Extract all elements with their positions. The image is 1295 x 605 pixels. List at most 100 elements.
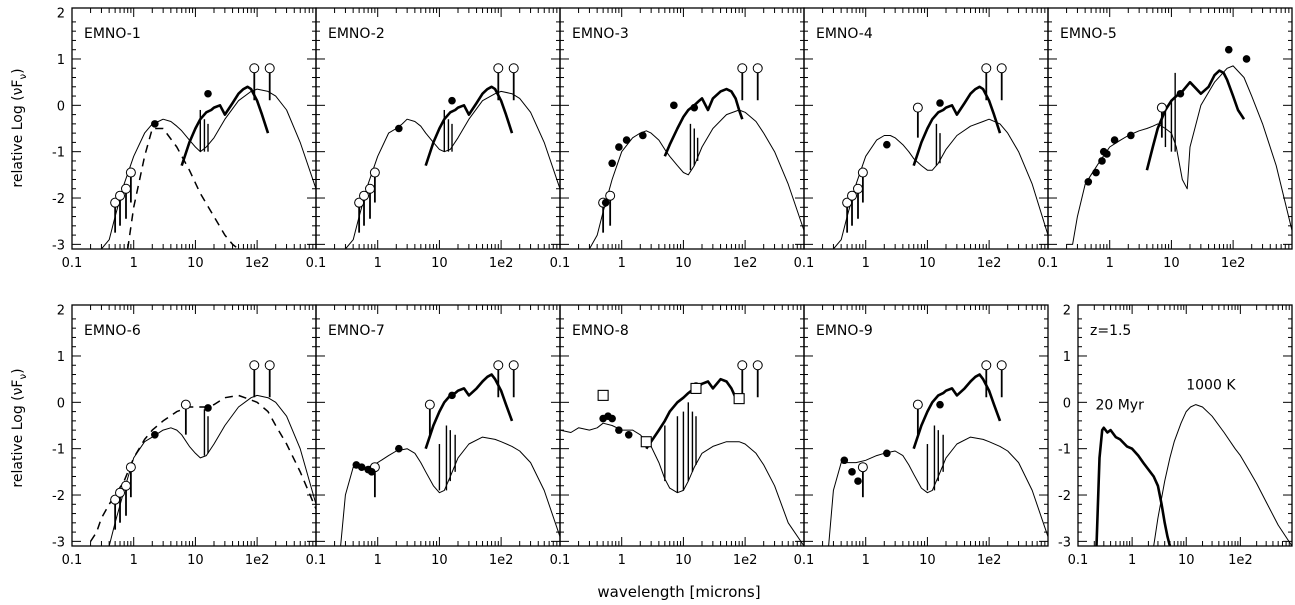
- open-circle-point: [852, 183, 863, 194]
- x-tick-label: 1: [862, 553, 870, 568]
- x-tick-label: 1: [862, 256, 870, 271]
- sed-curve-thick: [1095, 426, 1172, 546]
- panel-plot: [1095, 404, 1292, 546]
- x-tick-label: 1e2: [1221, 256, 1246, 271]
- data-point: [608, 159, 616, 168]
- x-tick-label: 1: [374, 553, 382, 568]
- data-point: [1084, 177, 1093, 186]
- sed-curve-thin: [1153, 404, 1292, 546]
- panel-5: 0.1 1 10 1e2 EMNO-5: [1038, 7, 1293, 271]
- y-tick-label: -1: [52, 443, 65, 458]
- open-square-point: [690, 382, 702, 394]
- x-tick-label: 0.1: [794, 553, 815, 568]
- panel-ticks: [315, 305, 561, 546]
- data-point: [1127, 131, 1135, 140]
- open-circle-point: [912, 399, 923, 410]
- x-tick-label: 10: [1163, 256, 1180, 271]
- sed-curve-thick: [424, 373, 514, 450]
- x-axis-label: wavelength [microns]: [597, 583, 760, 601]
- data-point: [608, 414, 616, 423]
- y-tick-label: 1: [1063, 350, 1071, 365]
- panel-ticks: [1047, 8, 1293, 249]
- panel-plot: [828, 360, 1048, 546]
- panel-plot: [1066, 45, 1292, 245]
- x-tick-label: 0.1: [62, 553, 83, 568]
- x-tick-label: 0.1: [306, 553, 327, 568]
- y-tick-label: -3: [52, 238, 65, 253]
- panel-ticks: [71, 8, 317, 249]
- data-point: [1098, 157, 1106, 165]
- data-point: [448, 391, 456, 400]
- y-axis-label-bottom: relative Log (νFν): [10, 368, 29, 487]
- x-tick-label: 10: [431, 256, 448, 271]
- panel-frame: [1047, 7, 1293, 250]
- panel-plot: [340, 360, 560, 546]
- x-tick-label: 1: [618, 256, 626, 271]
- data-point: [936, 99, 944, 107]
- x-tick-label: 10: [187, 553, 204, 568]
- x-tick-label: 1e2: [489, 256, 514, 271]
- sed-curve-thick: [424, 85, 514, 167]
- panel-plot: [833, 63, 1048, 249]
- sed-curve-dashed: [89, 394, 316, 542]
- x-tick-label: 0.1: [1038, 256, 1059, 271]
- upper-limit-circle: [264, 63, 275, 74]
- sed-curve-thin: [1066, 65, 1292, 245]
- y-tick-label: 1: [57, 53, 65, 68]
- panel-title: EMNO-3: [572, 26, 629, 42]
- panel-frame: [1077, 304, 1293, 547]
- panel-ticks: [559, 305, 805, 546]
- upper-limit-circle: [981, 360, 992, 371]
- y-tick-label: -1: [52, 146, 65, 161]
- open-circle-point: [424, 399, 435, 410]
- x-tick-label: 1e2: [733, 256, 758, 271]
- panel-title: EMNO-9: [816, 323, 873, 339]
- upper-limit-circle: [981, 63, 992, 74]
- y-tick-label: 2: [57, 7, 65, 22]
- panel-7: 0.1 1 10 1e2 EMNO-7: [306, 304, 561, 568]
- x-tick-label: 0.1: [306, 256, 327, 271]
- data-point: [601, 198, 610, 207]
- open-circle-point: [120, 183, 131, 194]
- sed-curve-thick: [912, 85, 1002, 167]
- open-circle-point: [369, 167, 380, 178]
- upper-limit-circle: [264, 360, 275, 371]
- data-point: [357, 463, 366, 472]
- data-point: [151, 430, 159, 439]
- sed-curve-thin: [108, 394, 316, 546]
- sed-curve-thick: [663, 87, 744, 157]
- open-circle-point: [115, 190, 126, 201]
- x-tick-label: 1: [374, 256, 382, 271]
- upper-limit-circle: [249, 63, 260, 74]
- x-tick-label: 1: [1106, 256, 1114, 271]
- sed-curve-thick: [180, 85, 270, 167]
- x-tick-label: 1e2: [245, 256, 270, 271]
- open-circle-point: [847, 190, 858, 201]
- x-tick-label: 1e2: [733, 553, 758, 568]
- curve-label: 20 Myr: [1095, 397, 1144, 413]
- panel-frame: [315, 304, 561, 547]
- x-tick-label: 0.1: [794, 256, 815, 271]
- open-circle-point: [1156, 102, 1167, 113]
- data-point: [1092, 168, 1100, 177]
- y-tick-label: 1: [57, 350, 65, 365]
- x-tick-label: 0.1: [550, 256, 571, 271]
- y-tick-label: -1: [1058, 443, 1071, 458]
- sed-curve-thin: [588, 109, 804, 249]
- sed-curve-dashed: [126, 127, 239, 249]
- panel-title: EMNO-6: [84, 323, 141, 339]
- data-point: [395, 444, 403, 453]
- data-point: [639, 131, 647, 140]
- panel-title: EMNO-5: [1060, 26, 1117, 42]
- panel-title: EMNO-8: [572, 323, 629, 339]
- x-tick-label: 1: [618, 553, 626, 568]
- data-point: [624, 430, 633, 439]
- upper-limit-circle: [752, 360, 763, 371]
- panel-frame: [559, 7, 805, 250]
- x-tick-label: 10: [187, 256, 204, 271]
- panel-title: EMNO-1: [84, 26, 141, 42]
